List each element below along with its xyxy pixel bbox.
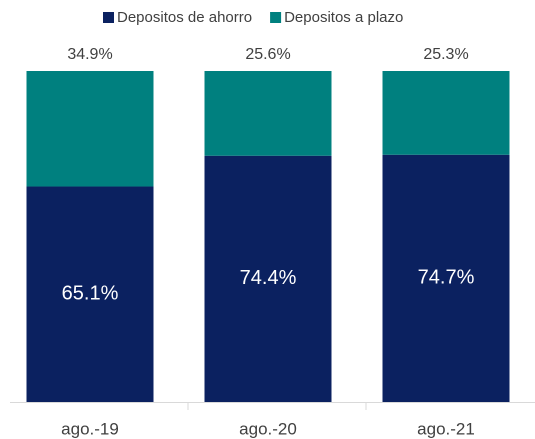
x-tick-label: ago.-19: [61, 419, 119, 438]
bar-segment: [382, 71, 510, 155]
data-label: 74.4%: [240, 267, 297, 289]
bar-segment: [382, 154, 510, 402]
bar-segment: [26, 71, 154, 187]
legend-label: Depositos a plazo: [284, 9, 403, 26]
bar-segment: [26, 186, 154, 402]
legend-label: Depositos de ahorro: [117, 9, 252, 26]
data-label: 25.3%: [423, 46, 468, 63]
legend-swatch: [270, 12, 282, 23]
x-tick-label: ago.-21: [417, 419, 475, 438]
data-label: 74.7%: [418, 267, 475, 289]
data-label: 65.1%: [62, 283, 119, 305]
data-label: 25.6%: [245, 46, 290, 63]
data-label: 34.9%: [67, 46, 112, 63]
bar-segment: [204, 71, 332, 156]
legend-swatch: [103, 12, 114, 23]
bar-segment: [204, 155, 332, 402]
x-tick-label: ago.-20: [239, 419, 297, 438]
